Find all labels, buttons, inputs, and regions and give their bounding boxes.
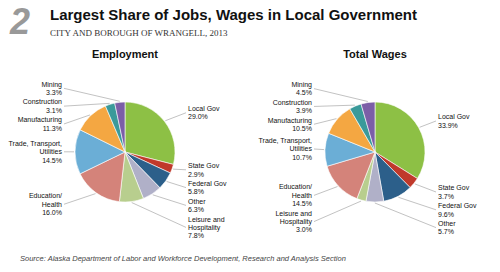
svg-text:Other5.7%: Other5.7%: [438, 220, 456, 235]
svg-text:Local Gov33.9%: Local Gov33.9%: [438, 113, 470, 128]
svg-text:Trade, Transport,Utilities10.7: Trade, Transport,Utilities10.7%: [259, 137, 313, 161]
svg-text:Education/Health16.0%: Education/Health16.0%: [29, 192, 62, 216]
svg-text:Federal Gov9.6%: Federal Gov9.6%: [438, 202, 477, 217]
svg-text:State Gov2.9%: State Gov2.9%: [188, 162, 220, 177]
svg-text:State Gov3.7%: State Gov3.7%: [438, 184, 470, 199]
html-text:Largest Share of Jobs, Wages i: Largest Share of Jobs, Wages in Local Go…: [50, 6, 417, 23]
svg-text:Leisure andHospitality7.8%: Leisure andHospitality7.8%: [188, 216, 225, 240]
svg-text:Construction3.9%: Construction3.9%: [273, 99, 312, 114]
html-text:Total Wages: Total Wages: [343, 48, 407, 60]
svg-text:Education/Health14.5%: Education/Health14.5%: [279, 183, 312, 207]
html-text:CITY AND BOROUGH OF WRANGELL,: CITY AND BOROUGH OF WRANGELL, 2013: [50, 28, 228, 38]
svg-text:Mining3.3%: Mining3.3%: [41, 81, 62, 96]
svg-text:Manufacturing11.3%: Manufacturing11.3%: [18, 116, 62, 131]
html-text:Source: Alaska Department of L: Source: Alaska Department of Labor and W…: [20, 254, 346, 263]
svg-text:Other6.3%: Other6.3%: [188, 198, 206, 213]
svg-text:Mining4.5%: Mining4.5%: [291, 81, 312, 96]
html-text:2: 2: [10, 1, 30, 42]
svg-text:Leisure andHospitality3.0%: Leisure andHospitality3.0%: [275, 210, 312, 234]
svg-text:Federal Gov5.8%: Federal Gov5.8%: [188, 180, 227, 195]
html-text:Employment: Employment: [92, 48, 158, 60]
svg-text:Local Gov29.0%: Local Gov29.0%: [188, 105, 220, 120]
svg-text:Trade, Transport,Utilities14.5: Trade, Transport,Utilities14.5%: [9, 140, 63, 164]
svg-text:Construction3.1%: Construction3.1%: [23, 98, 62, 113]
svg-text:Manufacturing10.5%: Manufacturing10.5%: [268, 117, 312, 132]
